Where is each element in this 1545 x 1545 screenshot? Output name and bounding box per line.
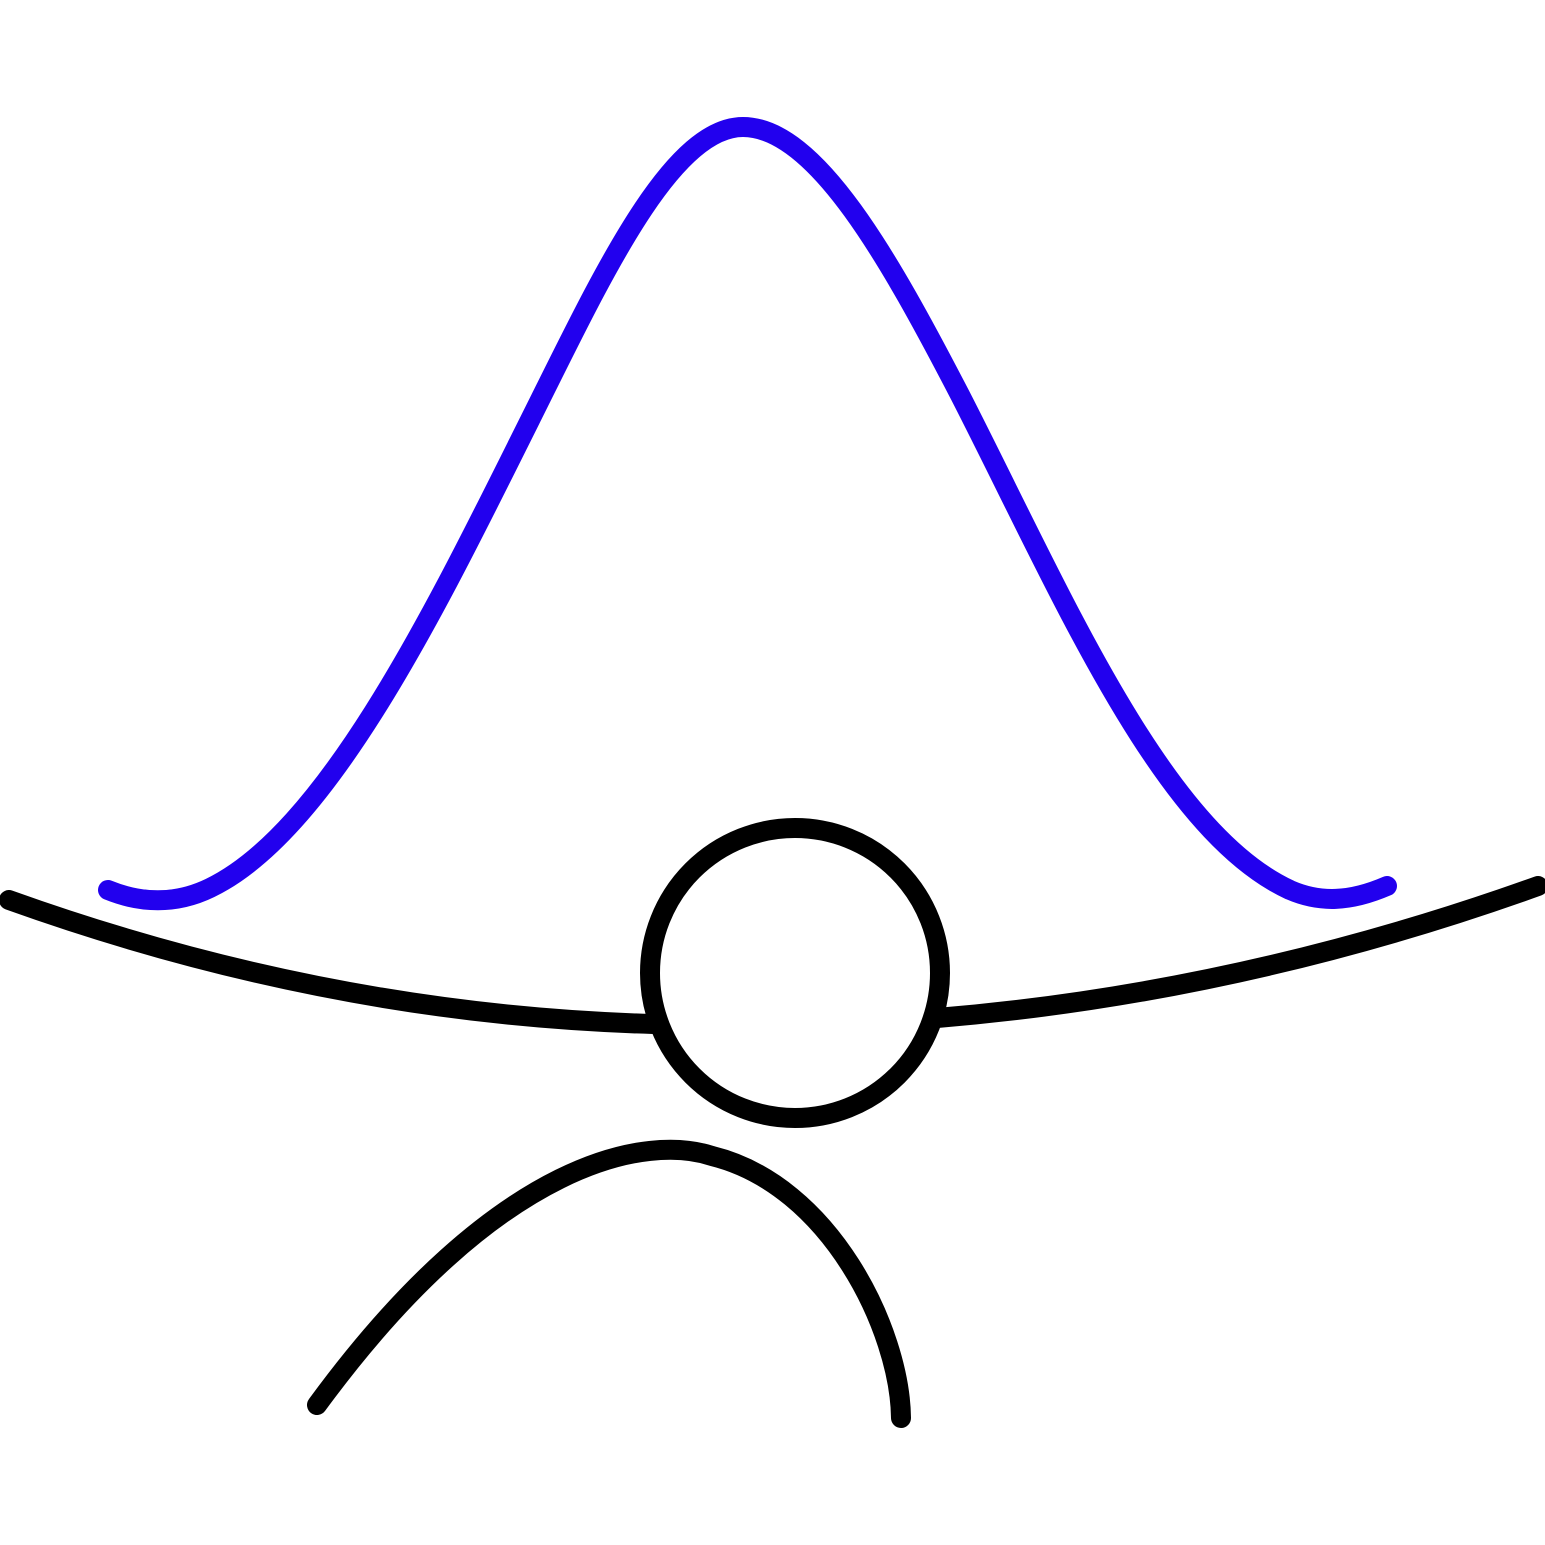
bell-curve (98, 117, 1397, 911)
head-circle (640, 818, 950, 1128)
right-arm (927, 876, 1545, 1028)
lower-arch (307, 1139, 911, 1428)
left-arm (0, 890, 663, 1034)
